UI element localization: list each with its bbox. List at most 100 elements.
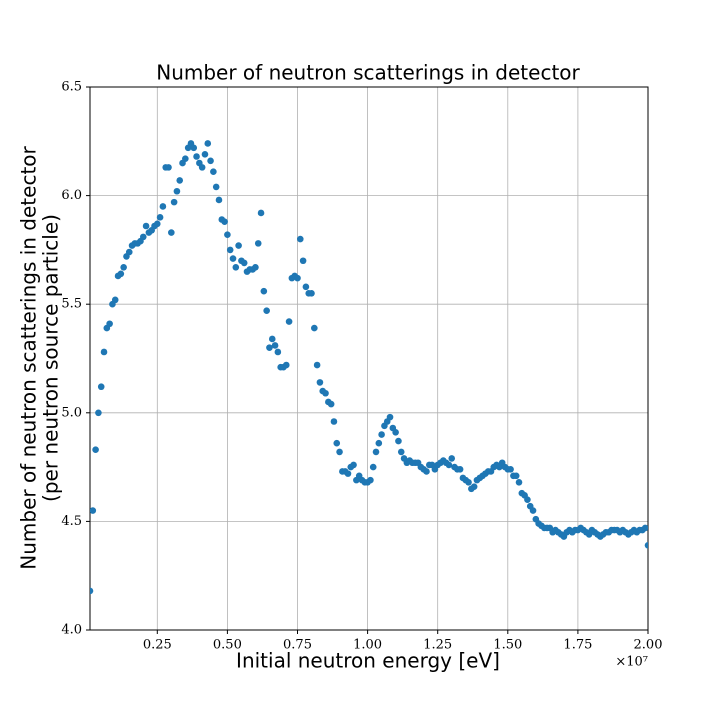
point: [423, 468, 430, 475]
point: [224, 231, 231, 238]
point: [524, 496, 531, 503]
point: [372, 448, 380, 456]
point: [311, 324, 318, 332]
point: [465, 479, 472, 486]
point: [308, 290, 315, 297]
point: [515, 479, 523, 486]
point: [378, 431, 385, 438]
y-tick-label: 5.0: [61, 405, 82, 420]
point: [297, 235, 304, 243]
point: [111, 296, 119, 304]
point: [139, 233, 147, 241]
point: [260, 287, 268, 295]
point: [386, 413, 394, 421]
x-tick-label: 1.00: [353, 638, 382, 653]
point: [644, 541, 648, 549]
point: [204, 140, 212, 147]
point: [207, 157, 214, 165]
point: [198, 164, 206, 171]
point: [294, 274, 301, 282]
point: [120, 263, 127, 271]
point: [90, 507, 97, 514]
x-tick-label: 0.50: [213, 638, 242, 653]
point: [254, 240, 262, 247]
point: [173, 187, 181, 195]
point: [302, 283, 310, 291]
point: [285, 318, 293, 325]
x-tick-label: 1.25: [423, 638, 452, 653]
point: [330, 418, 338, 425]
point: [263, 307, 270, 315]
point: [529, 507, 537, 514]
point: [336, 448, 343, 456]
point: [448, 455, 456, 462]
point: [170, 198, 178, 206]
point: [313, 361, 321, 369]
x-tick-label: 1.75: [563, 638, 592, 653]
x-offset-label: ×10⁷: [615, 655, 648, 670]
point: [512, 472, 520, 480]
x-tick-label: 2.00: [634, 638, 663, 653]
point: [106, 320, 113, 328]
y-tick-label: 5.5: [61, 297, 82, 312]
point: [142, 222, 150, 230]
point: [153, 220, 161, 228]
point: [229, 255, 237, 262]
point: [375, 439, 383, 447]
point: [100, 348, 108, 356]
point: [252, 263, 259, 271]
point: [268, 335, 276, 343]
point: [232, 263, 240, 271]
point: [327, 400, 335, 408]
x-tick-label: 0.25: [143, 638, 172, 653]
point: [507, 465, 514, 473]
point: [369, 463, 377, 471]
point: [125, 248, 133, 256]
x-tick-label: 1.50: [493, 638, 522, 653]
point: [95, 409, 102, 417]
point: [190, 144, 198, 152]
points: [90, 140, 648, 595]
point: [212, 183, 220, 191]
point: [193, 153, 200, 160]
point: [333, 439, 341, 447]
point: [201, 151, 209, 158]
point: [240, 259, 248, 267]
point: [215, 196, 223, 204]
point: [392, 429, 399, 436]
point: [159, 203, 167, 210]
point: [257, 209, 265, 217]
point: [117, 270, 125, 278]
y-tick-label: 6.0: [61, 188, 82, 203]
point: [165, 164, 172, 171]
y-tick-label: 4.0: [61, 623, 82, 638]
x-tick-label: 0.75: [283, 638, 312, 653]
point: [226, 246, 234, 254]
point: [344, 470, 352, 477]
point: [90, 587, 94, 595]
point: [221, 218, 228, 225]
point: [156, 214, 164, 221]
y-axis-label: Number of neutron scatterings in detecto…: [17, 145, 41, 569]
y-tick-label: 4.5: [61, 514, 82, 529]
point: [274, 348, 282, 356]
x-axis-label: Initial neutron energy [eV]: [236, 649, 500, 673]
point: [176, 177, 184, 184]
point: [210, 168, 217, 176]
point: [97, 383, 105, 391]
plot-frame: [89, 86, 649, 631]
y-axis-label: (per neutron source particle): [39, 214, 63, 502]
point: [182, 155, 189, 162]
point: [316, 379, 324, 386]
point: [266, 344, 273, 351]
point: [397, 448, 405, 456]
point: [92, 446, 99, 454]
point: [367, 476, 374, 484]
point: [322, 389, 329, 397]
point: [456, 465, 464, 473]
point: [641, 524, 648, 532]
point: [299, 257, 307, 265]
chart-title: Number of neutron scatterings in detecto…: [156, 61, 580, 85]
y-tick-label: 6.5: [61, 80, 82, 95]
